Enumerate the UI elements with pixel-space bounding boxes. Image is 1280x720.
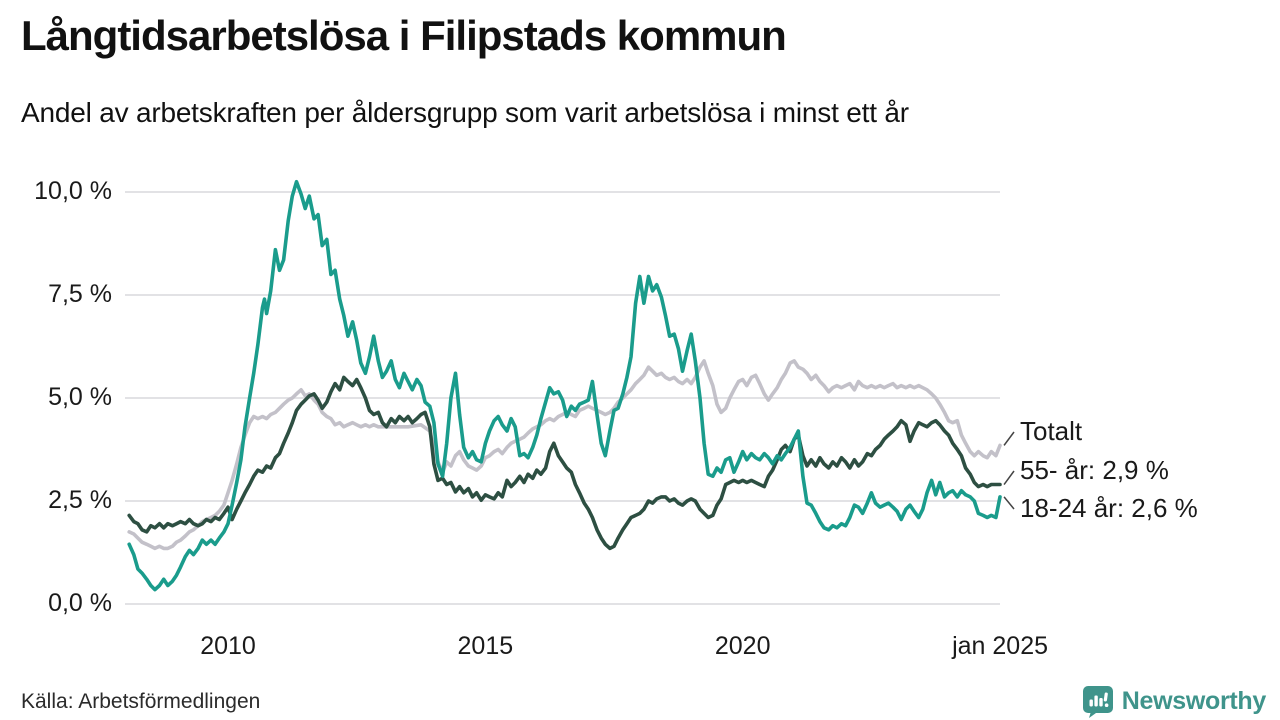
page-title: Långtidsarbetslösa i Filipstads kommun	[21, 12, 787, 59]
source-note: Källa: Arbetsförmedlingen	[21, 690, 261, 713]
newsworthy-bubble-chart-icon	[1082, 685, 1113, 718]
series-lines	[127, 179, 1002, 592]
y-tick-label: 10,0 %	[34, 177, 112, 205]
label-connector	[1003, 470, 1015, 485]
page-subtitle: Andel av arbetskraften per åldersgrupp s…	[21, 97, 909, 128]
y-tick-label: 7,5 %	[48, 280, 112, 308]
series-line-55-r	[127, 375, 1002, 551]
label-connector-lines	[1003, 431, 1015, 510]
x-tick-label: 2010	[200, 632, 256, 660]
y-tick-label: 5,0 %	[48, 383, 112, 411]
x-tick-label: 2020	[714, 632, 771, 660]
series-label-totalt: Totalt	[1020, 416, 1083, 446]
y-tick-label: 0,0 %	[48, 589, 112, 617]
x-tick-label: jan 2025	[952, 632, 1049, 660]
label-connector	[1003, 496, 1015, 510]
label-connector	[1003, 431, 1015, 446]
y-tick-label: 2,5 %	[48, 486, 112, 514]
series-label-18-24-r: 18-24 år: 2,6 %	[1020, 493, 1198, 523]
x-tick-label: 2015	[457, 632, 514, 660]
series-line-totalt	[127, 359, 1002, 551]
series-line-18-24-r	[127, 179, 1002, 592]
newsworthy-logo[interactable]: Newsworthy	[1082, 683, 1266, 719]
series-label-55-r: 55- år: 2,9 %	[1020, 455, 1169, 485]
newsworthy-wordmark: Newsworthy	[1121, 686, 1267, 715]
